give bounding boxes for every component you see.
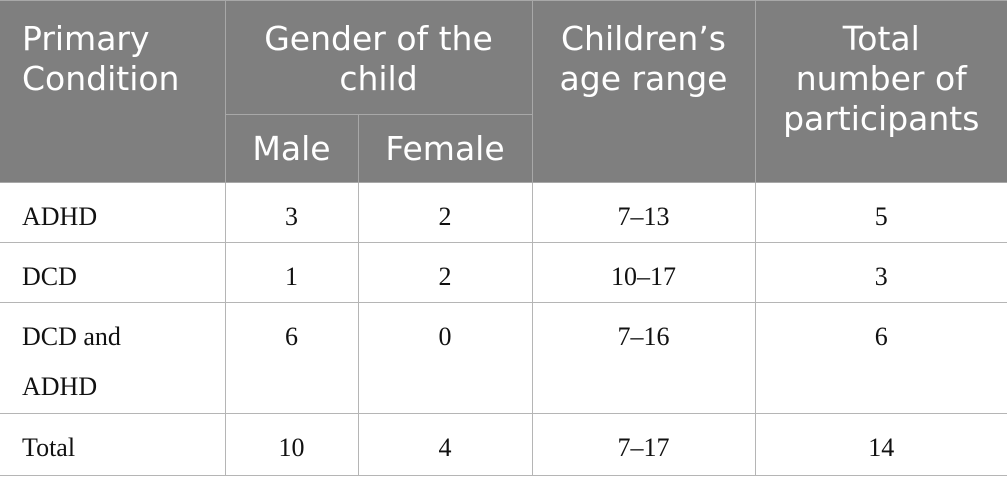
table-row: Total 10 4 7–17 14 — [0, 413, 1007, 476]
table-row: ADHD 3 2 7–13 5 — [0, 182, 1007, 243]
table-header: Primary Condition Gender of the child Ch… — [0, 0, 1007, 183]
cell-condition: Total — [0, 413, 226, 476]
cell-female: 2 — [357, 182, 533, 243]
cell-total: 6 — [754, 302, 1007, 414]
cell-male: 6 — [224, 302, 359, 414]
cell-male: 1 — [224, 242, 359, 303]
table-body: ADHD 3 2 7–13 5 DCD 1 2 10–17 3 DCD and … — [0, 182, 1007, 476]
header-age-range: Children’s age range — [531, 0, 756, 183]
table-row: DCD 1 2 10–17 3 — [0, 242, 1007, 303]
participants-table: Primary Condition Gender of the child Ch… — [0, 0, 1007, 476]
header-gender: Gender of the child — [224, 0, 533, 115]
cell-female: 2 — [357, 242, 533, 303]
cell-total: 3 — [754, 242, 1007, 303]
cell-age-range: 7–16 — [531, 302, 756, 414]
cell-total: 14 — [754, 413, 1007, 476]
cell-female: 0 — [357, 302, 533, 414]
cell-age-range: 7–13 — [531, 182, 756, 243]
cell-condition: ADHD — [0, 182, 226, 243]
cell-female: 4 — [357, 413, 533, 476]
cell-age-range: 7–17 — [531, 413, 756, 476]
header-primary-condition: Primary Condition — [0, 0, 226, 183]
cell-male: 10 — [224, 413, 359, 476]
cell-male: 3 — [224, 182, 359, 243]
cell-condition: DCD — [0, 242, 226, 303]
header-male: Male — [224, 114, 359, 183]
table-row: DCD and ADHD 6 0 7–16 6 — [0, 302, 1007, 414]
cell-condition: DCD and ADHD — [0, 302, 226, 414]
cell-age-range: 10–17 — [531, 242, 756, 303]
header-female: Female — [357, 114, 533, 183]
cell-total: 5 — [754, 182, 1007, 243]
header-total-participants: Total number of participants — [754, 0, 1007, 183]
